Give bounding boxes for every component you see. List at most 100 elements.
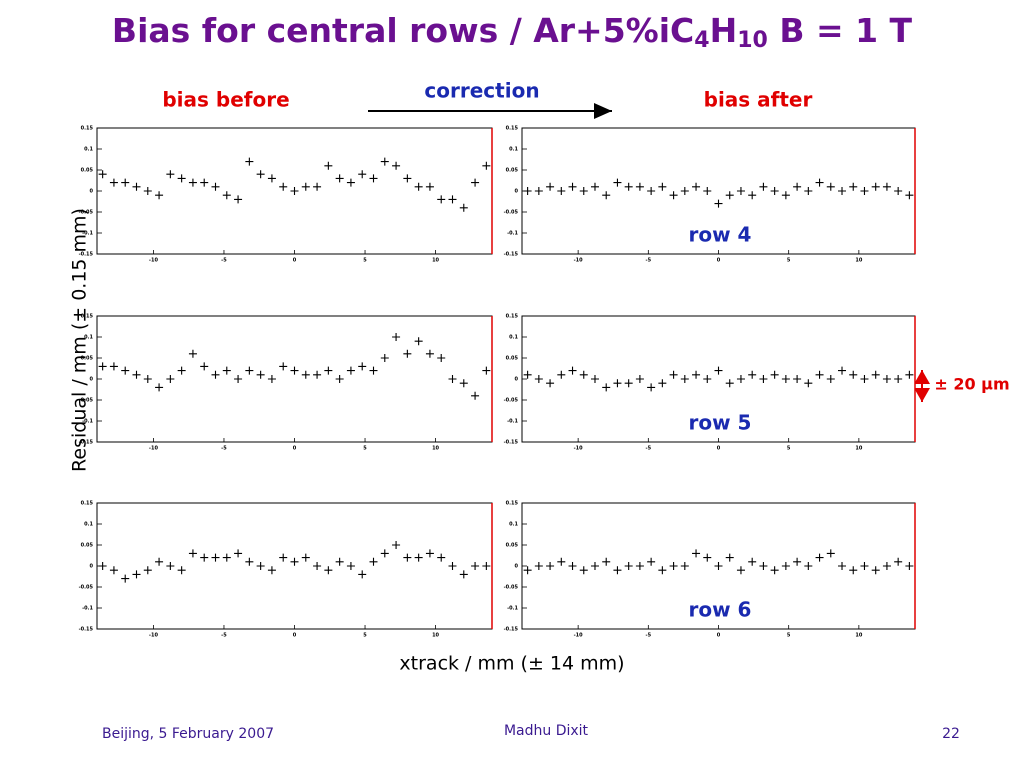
point — [647, 187, 656, 195]
row-label: row 6 — [689, 598, 752, 622]
point — [736, 375, 745, 383]
y-tick-label: 0.05 — [81, 168, 94, 174]
y-tick-label: 0.05 — [506, 543, 519, 549]
point — [121, 574, 130, 583]
point — [143, 566, 152, 575]
y-tick-label: 0 — [515, 377, 519, 383]
point — [882, 182, 891, 191]
point — [335, 174, 344, 183]
point — [613, 566, 622, 575]
point — [759, 375, 768, 383]
point — [871, 182, 880, 191]
point — [624, 562, 633, 570]
x-tick-label: 0 — [717, 446, 721, 452]
point — [380, 549, 389, 558]
point — [534, 187, 543, 195]
point — [301, 553, 310, 562]
point — [245, 157, 254, 166]
x-tick-label: 5 — [787, 258, 791, 264]
point — [346, 178, 355, 187]
point — [770, 370, 779, 379]
point — [109, 566, 118, 575]
point — [602, 557, 611, 566]
x-tick-label: -5 — [646, 258, 652, 264]
x-tick-label: -10 — [574, 446, 584, 452]
point — [471, 391, 480, 400]
y-tick-label: -0.15 — [79, 440, 94, 446]
point — [703, 553, 712, 562]
y-tick-label: -0.1 — [507, 231, 518, 237]
point — [188, 178, 197, 187]
y-tick-label: 0.1 — [509, 522, 518, 528]
point — [860, 187, 869, 195]
point — [437, 195, 446, 204]
point — [579, 370, 588, 379]
y-tick-label: -0.05 — [79, 210, 94, 216]
point — [849, 566, 858, 575]
y-tick-label: -0.15 — [79, 627, 94, 633]
x-tick-label: 10 — [855, 258, 862, 264]
point — [301, 370, 310, 379]
y-tick-label: 0.1 — [84, 335, 93, 341]
point — [680, 187, 689, 195]
point — [804, 562, 813, 570]
point — [748, 557, 757, 566]
point — [748, 191, 757, 200]
point — [256, 170, 265, 179]
footer-center: Madhu Dixit — [504, 723, 589, 739]
x-tick-label: -10 — [574, 258, 584, 264]
y-tick-label: 0.15 — [81, 501, 94, 507]
point — [369, 366, 378, 375]
y-tick-label: -0.05 — [504, 585, 519, 591]
point — [624, 182, 633, 191]
point — [658, 566, 667, 575]
chart-panel: -0.15 -0.1 -0.05 0 0.05 0.1 0.15 -10 -5 0 5 10 row 4 — [504, 126, 916, 264]
point — [534, 375, 543, 383]
point — [459, 203, 468, 212]
point — [109, 178, 118, 187]
point — [804, 187, 813, 195]
y-tick-label: -0.15 — [504, 252, 519, 258]
point — [222, 553, 231, 562]
point — [324, 366, 333, 375]
point — [177, 174, 186, 183]
column-label: bias after — [704, 88, 813, 112]
point — [860, 375, 869, 383]
point — [482, 366, 491, 375]
point — [166, 170, 175, 179]
point — [826, 182, 835, 191]
y-tick-label: 0.1 — [84, 147, 93, 153]
x-tick-label: 0 — [293, 633, 297, 639]
title-part: H — [710, 11, 738, 50]
slide-title: Bias for central rows / Ar+5%iC4H10 B = … — [112, 11, 913, 54]
point — [301, 182, 310, 191]
point — [590, 562, 599, 570]
point — [905, 562, 914, 570]
y-tick-label: 0.15 — [81, 314, 94, 320]
point — [736, 187, 745, 195]
point — [335, 557, 344, 566]
point — [143, 187, 152, 195]
point — [358, 170, 367, 179]
point — [838, 562, 847, 570]
point — [793, 557, 802, 566]
point — [590, 375, 599, 383]
point — [313, 182, 322, 191]
plot-frame — [96, 502, 493, 630]
point — [793, 375, 802, 383]
point — [669, 370, 678, 379]
x-tick-label: 5 — [787, 633, 791, 639]
point — [369, 174, 378, 183]
chart-panel: -0.15 -0.1 -0.05 0 0.05 0.1 0.15 -10 -5 0 5 10 — [79, 314, 493, 452]
point — [748, 370, 757, 379]
y-tick-label: 0.1 — [509, 335, 518, 341]
y-tick-label: -0.1 — [82, 419, 93, 425]
point — [358, 362, 367, 371]
row-label: row 4 — [689, 223, 752, 247]
point — [109, 362, 118, 371]
point — [692, 370, 701, 379]
y-tick-label: -0.1 — [507, 606, 518, 612]
point — [815, 553, 824, 562]
point — [602, 383, 611, 392]
